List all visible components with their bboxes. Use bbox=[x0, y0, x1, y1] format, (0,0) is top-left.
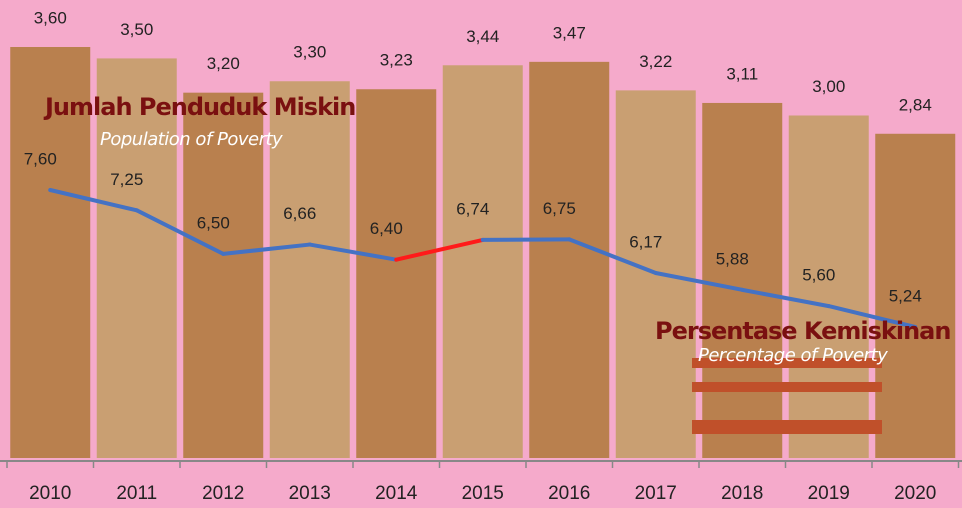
line-value-label: 6,75 bbox=[543, 199, 576, 218]
bar-value-label: 3,00 bbox=[812, 77, 845, 96]
x-tick-label: 2010 bbox=[29, 483, 71, 504]
bar bbox=[443, 65, 523, 458]
bar-value-label: 3,22 bbox=[639, 52, 672, 71]
x-tick-label: 2011 bbox=[116, 483, 157, 504]
chart: 3,60 3,50 3,20 3,30 3,23 3,44 3,47 3,22 3,11 3,00… bbox=[0, 0, 962, 508]
x-tick-label: 2020 bbox=[894, 483, 936, 504]
bar bbox=[702, 103, 782, 458]
line-value-label: 6,17 bbox=[629, 232, 662, 251]
line-value-label: 6,50 bbox=[197, 213, 230, 232]
bar-value-label: 3,20 bbox=[207, 54, 240, 73]
bar-value-label: 2,84 bbox=[899, 95, 932, 114]
x-tick-label: 2014 bbox=[375, 483, 418, 504]
line-value-label: 7,60 bbox=[24, 149, 57, 168]
bar bbox=[356, 89, 436, 458]
bench bbox=[692, 420, 882, 434]
line-value-label: 5,88 bbox=[716, 249, 749, 268]
bar-value-label: 3,23 bbox=[380, 51, 413, 70]
x-tick-label: 2016 bbox=[548, 483, 590, 504]
line-value-label: 6,40 bbox=[370, 219, 403, 238]
x-tick-label: 2019 bbox=[808, 483, 850, 504]
x-tick-label: 2018 bbox=[721, 483, 763, 504]
bar-value-label: 3,30 bbox=[293, 43, 326, 62]
annotation-subtitle: Population of Poverty bbox=[100, 129, 283, 150]
line-segment bbox=[483, 239, 570, 240]
bar-value-label: 3,60 bbox=[34, 8, 67, 27]
bar-value-label: 3,44 bbox=[466, 27, 499, 46]
bar-value-label: 3,11 bbox=[726, 64, 758, 83]
line-value-label: 5,60 bbox=[802, 266, 835, 285]
bar-value-label: 3,50 bbox=[120, 20, 153, 39]
x-tick-label: 2017 bbox=[635, 483, 677, 504]
bar bbox=[529, 62, 609, 458]
line-value-label: 7,25 bbox=[110, 170, 143, 189]
bar bbox=[789, 116, 869, 459]
x-tick-label: 2015 bbox=[462, 483, 504, 504]
line-value-label: 6,74 bbox=[456, 199, 489, 218]
x-tick-label: 2013 bbox=[289, 483, 331, 504]
bar-value-label: 3,47 bbox=[553, 23, 586, 42]
line-value-label: 5,24 bbox=[889, 286, 922, 305]
bench bbox=[692, 382, 882, 392]
annotation-title: Persentase Kemiskinan bbox=[655, 317, 950, 345]
annotation-subtitle: Percentage of Poverty bbox=[698, 345, 888, 366]
x-tick-label: 2012 bbox=[202, 483, 244, 504]
annotation-title: Jumlah Penduduk Miskin bbox=[43, 93, 355, 121]
line-value-label: 6,66 bbox=[283, 204, 316, 223]
